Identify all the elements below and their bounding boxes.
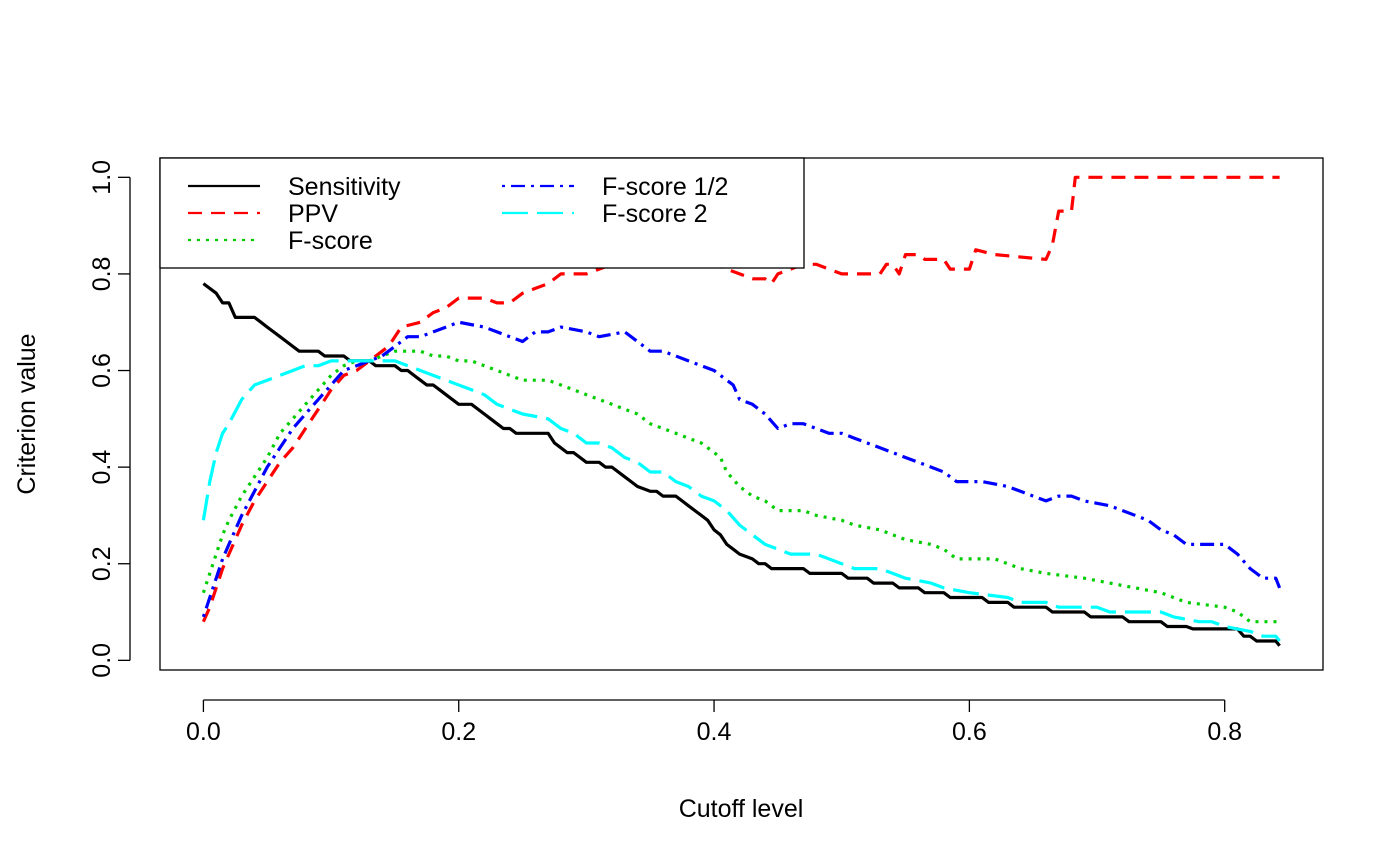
legend-box (159, 157, 805, 269)
legend-label-f-score-2: F-score 2 (602, 200, 708, 228)
y-tick-label: 0.2 (88, 546, 116, 581)
x-axis: 0.0 0.2 0.4 0.6 0.8 (186, 699, 1242, 746)
y-tick-label: 1.0 (88, 160, 116, 195)
x-tick-label: 0.8 (1207, 718, 1242, 746)
series-line-f-score (201, 349, 1280, 624)
x-tick-label: 0.0 (186, 718, 221, 746)
legend-label-sensitivity: Sensitivity (288, 173, 401, 201)
legend-label-f-score: F-score (288, 227, 373, 255)
x-tick-label: 0.6 (952, 718, 987, 746)
x-tick-label: 0.4 (697, 718, 732, 746)
series-line-f-score-2 (201, 359, 1281, 642)
x-tick-label: 0.2 (441, 718, 476, 746)
series-line-f-score-1-2 (201, 320, 1282, 618)
y-axis-title: Criterion value (13, 333, 41, 494)
series-layer (201, 175, 1282, 647)
series-line-ppv (201, 175, 1280, 623)
legend-label-ppv: PPV (288, 200, 338, 228)
y-tick-label: 0.6 (88, 353, 116, 388)
y-tick-label: 0.4 (88, 450, 116, 485)
legend-label-f-score-1-2: F-score 1/2 (602, 173, 728, 201)
y-axis: 0.0 0.2 0.4 0.6 0.8 1.0 (88, 160, 131, 678)
x-axis-title: Cutoff level (679, 795, 804, 823)
y-tick-label: 0.8 (88, 257, 116, 292)
y-tick-label: 0.0 (88, 643, 116, 678)
